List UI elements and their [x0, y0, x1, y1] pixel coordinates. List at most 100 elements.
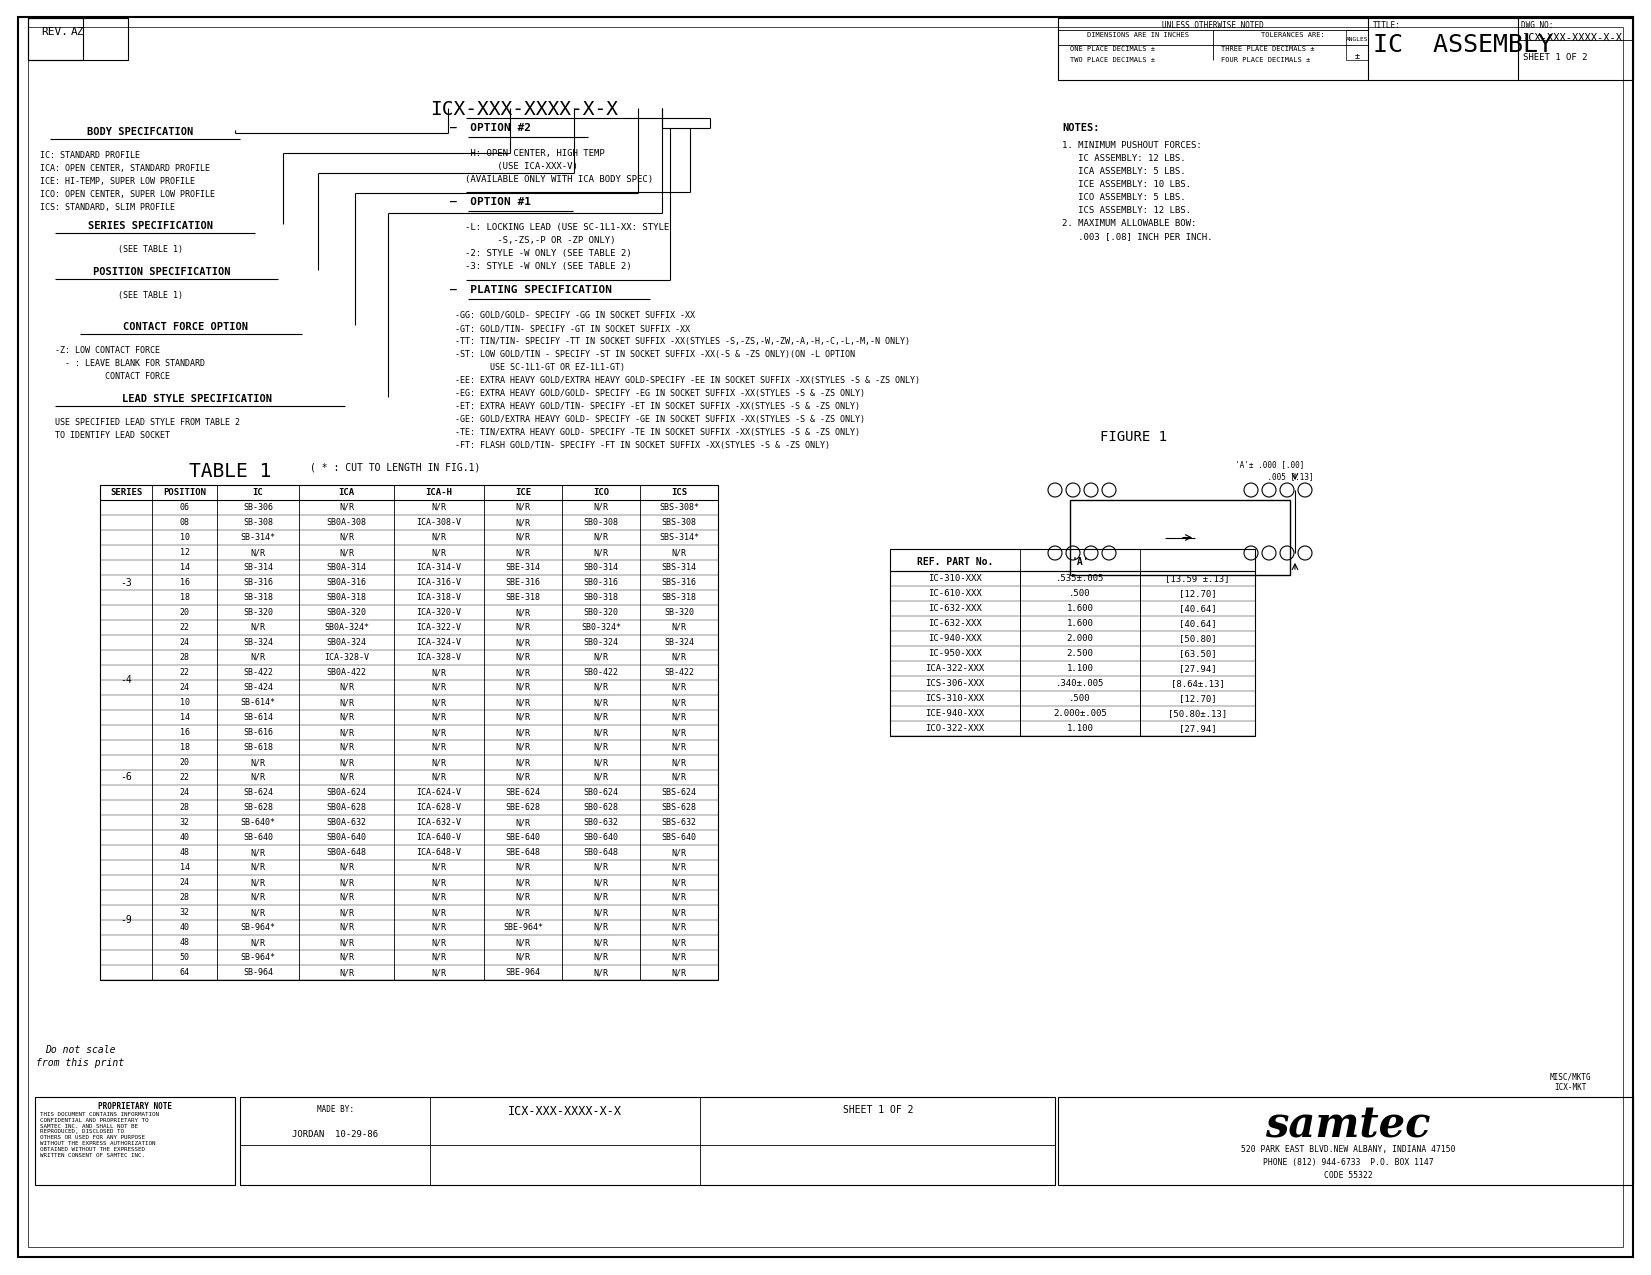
Text: -2: STYLE -W ONLY (SEE TABLE 2): -2: STYLE -W ONLY (SEE TABLE 2) — [466, 249, 632, 258]
Text: N/R: N/R — [593, 773, 609, 782]
Text: N/R: N/R — [431, 863, 446, 872]
Text: ICO ASSEMBLY: 5 LBS.: ICO ASSEMBLY: 5 LBS. — [1062, 193, 1185, 201]
Text: 28: 28 — [180, 803, 190, 812]
Text: -GE: GOLD/EXTRA HEAVY GOLD- SPECIFY -GE IN SOCKET SUFFIX -XX(STYLES -S & -ZS ONL: -GE: GOLD/EXTRA HEAVY GOLD- SPECIFY -GE … — [456, 414, 865, 425]
Text: N/R: N/R — [338, 743, 353, 752]
Text: SB-308: SB-308 — [243, 518, 272, 527]
Text: N/R: N/R — [672, 653, 687, 662]
Text: SB-614: SB-614 — [243, 713, 272, 722]
Text: N/R: N/R — [515, 623, 530, 632]
Text: N/R: N/R — [672, 683, 687, 692]
Text: N/R: N/R — [593, 533, 609, 542]
Text: N/R: N/R — [672, 923, 687, 932]
Text: - : LEAVE BLANK FOR STANDARD: - : LEAVE BLANK FOR STANDARD — [54, 360, 205, 368]
Text: TOLERANCES ARE:: TOLERANCES ARE: — [1261, 32, 1324, 38]
Text: N/R: N/R — [515, 533, 530, 542]
Text: N/R: N/R — [672, 892, 687, 901]
Text: N/R: N/R — [515, 668, 530, 677]
Bar — [239, 1096, 1055, 1184]
Text: 18: 18 — [180, 593, 190, 602]
Text: SB0-628: SB0-628 — [583, 803, 619, 812]
Text: SBS-628: SBS-628 — [662, 803, 697, 812]
Text: N/R: N/R — [431, 504, 446, 513]
Text: N/R: N/R — [431, 773, 446, 782]
Text: ±: ± — [1354, 52, 1359, 61]
Text: N/R: N/R — [515, 638, 530, 646]
Text: SBS-624: SBS-624 — [662, 788, 697, 797]
Text: 12: 12 — [180, 548, 190, 557]
Text: 1.600: 1.600 — [1067, 604, 1093, 613]
Text: 10: 10 — [180, 533, 190, 542]
Bar — [890, 571, 1255, 736]
Text: USE SPECIFIED LEAD STYLE FROM TABLE 2: USE SPECIFIED LEAD STYLE FROM TABLE 2 — [54, 418, 239, 427]
Text: [27.94]: [27.94] — [1179, 664, 1217, 673]
Text: N/R: N/R — [431, 968, 446, 977]
Text: ICA-316-V: ICA-316-V — [416, 578, 462, 586]
Text: IC  ASSEMBLY: IC ASSEMBLY — [1374, 33, 1554, 57]
Text: SBE-964: SBE-964 — [505, 968, 540, 977]
Text: N/R: N/R — [672, 863, 687, 872]
Text: -Z: LOW CONTACT FORCE: -Z: LOW CONTACT FORCE — [54, 346, 160, 354]
Text: SB-640*: SB-640* — [241, 819, 276, 827]
Text: -6: -6 — [121, 773, 132, 783]
Text: ICA: OPEN CENTER, STANDARD PROFILE: ICA: OPEN CENTER, STANDARD PROFILE — [40, 164, 210, 173]
Text: -ST: LOW GOLD/TIN - SPECIFY -ST IN SOCKET SUFFIX -XX(-S & -ZS ONLY)(ON -L OPTION: -ST: LOW GOLD/TIN - SPECIFY -ST IN SOCKE… — [456, 351, 855, 360]
Text: [8.64±.13]: [8.64±.13] — [1171, 680, 1225, 688]
Text: SB0A-324*: SB0A-324* — [324, 623, 370, 632]
Text: N/R: N/R — [672, 968, 687, 977]
Text: N/R: N/R — [338, 713, 353, 722]
Text: 22: 22 — [180, 773, 190, 782]
Text: NOTES:: NOTES: — [1062, 122, 1100, 133]
Text: SBE-640: SBE-640 — [505, 833, 540, 842]
Text: ICO: ICO — [593, 488, 609, 497]
Text: N/R: N/R — [593, 923, 609, 932]
Text: TWO PLACE DECIMALS ±: TWO PLACE DECIMALS ± — [1070, 57, 1156, 62]
Text: ICA-640-V: ICA-640-V — [416, 833, 462, 842]
Text: -9: -9 — [121, 915, 132, 924]
Text: N/R: N/R — [593, 759, 609, 768]
Text: N/R: N/R — [672, 743, 687, 752]
Text: —  PLATING SPECIFICATION: — PLATING SPECIFICATION — [451, 286, 613, 295]
Text: CONTACT FORCE: CONTACT FORCE — [54, 372, 170, 381]
Text: 08: 08 — [180, 518, 190, 527]
Text: —  OPTION #2: — OPTION #2 — [451, 122, 532, 133]
Text: USE SC-1L1-GT OR EZ-1L1-GT): USE SC-1L1-GT OR EZ-1L1-GT) — [456, 363, 626, 372]
Text: N/R: N/R — [431, 892, 446, 901]
Text: POSITION: POSITION — [163, 488, 206, 497]
Text: SBS-314*: SBS-314* — [659, 533, 698, 542]
Text: ICX-XXX-XXXX-X-X: ICX-XXX-XXXX-X-X — [509, 1105, 622, 1118]
Text: ICS: STANDARD, SLIM PROFILE: ICS: STANDARD, SLIM PROFILE — [40, 203, 175, 212]
Text: ICO: OPEN CENTER, SUPER LOW PROFILE: ICO: OPEN CENTER, SUPER LOW PROFILE — [40, 190, 215, 199]
Text: 16: 16 — [180, 578, 190, 586]
Text: 28: 28 — [180, 892, 190, 901]
Text: -TE: TIN/EXTRA HEAVY GOLD- SPECIFY -TE IN SOCKET SUFFIX -XX(STYLES -S & -ZS ONLY: -TE: TIN/EXTRA HEAVY GOLD- SPECIFY -TE I… — [456, 428, 860, 437]
Text: 64: 64 — [180, 968, 190, 977]
Text: PROPRIETARY NOTE: PROPRIETARY NOTE — [97, 1102, 172, 1111]
Text: 22: 22 — [180, 623, 190, 632]
Text: SB-306: SB-306 — [243, 504, 272, 513]
Text: ICA-624-V: ICA-624-V — [416, 788, 462, 797]
Text: 14: 14 — [180, 863, 190, 872]
Text: [27.94]: [27.94] — [1179, 724, 1217, 733]
Text: SB-318: SB-318 — [243, 593, 272, 602]
Text: N/R: N/R — [672, 759, 687, 768]
Text: MISC/MKTG: MISC/MKTG — [1549, 1072, 1592, 1081]
Text: ICA-648-V: ICA-648-V — [416, 848, 462, 857]
Text: ICA-308-V: ICA-308-V — [416, 518, 462, 527]
Text: N/R: N/R — [251, 892, 266, 901]
Text: [12.70]: [12.70] — [1179, 589, 1217, 598]
Text: ICS: ICS — [670, 488, 687, 497]
Bar — [1346, 31, 1369, 60]
Text: 06: 06 — [180, 504, 190, 513]
Text: N/R: N/R — [251, 848, 266, 857]
Text: SBS-314: SBS-314 — [662, 564, 697, 572]
Text: [40.64]: [40.64] — [1179, 618, 1217, 629]
Text: SB0A-318: SB0A-318 — [327, 593, 367, 602]
Text: N/R: N/R — [672, 908, 687, 917]
Text: ICS-310-XXX: ICS-310-XXX — [926, 694, 984, 703]
Text: N/R: N/R — [672, 952, 687, 963]
Text: 2.000±.005: 2.000±.005 — [1053, 709, 1106, 718]
Text: UNLESS OTHERWISE NOTED: UNLESS OTHERWISE NOTED — [1162, 20, 1265, 31]
Text: IC-632-XXX: IC-632-XXX — [928, 618, 982, 629]
Text: [50.80]: [50.80] — [1179, 634, 1217, 643]
